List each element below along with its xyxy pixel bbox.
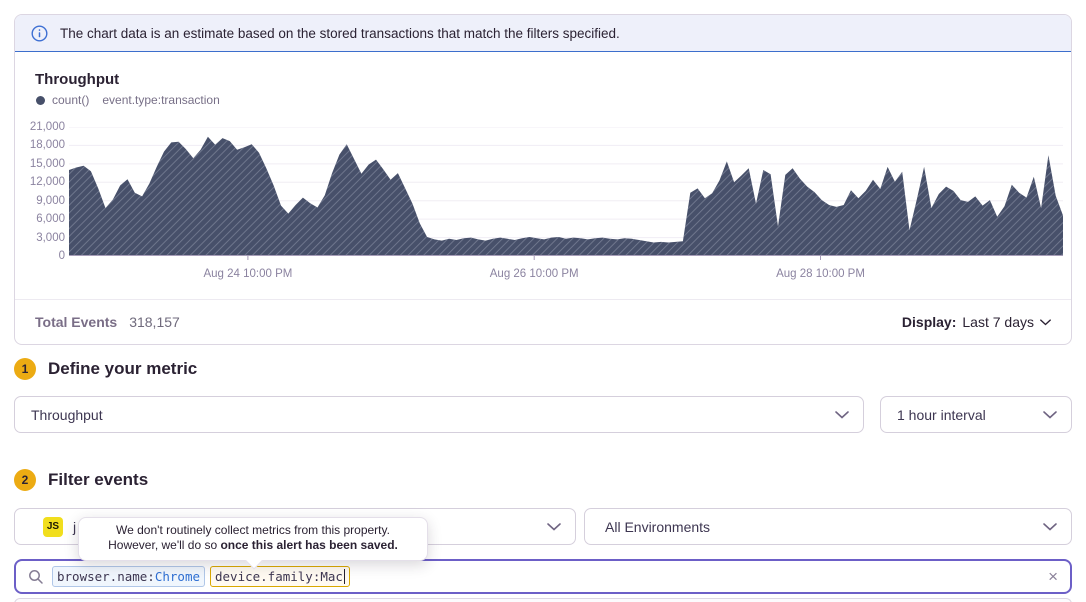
y-axis-labels: 21,000 18,000 15,000 12,000 9,000 6,000 3,000 0 <box>15 121 67 262</box>
info-icon <box>31 24 48 42</box>
info-banner: The chart data is an estimate based on t… <box>15 15 1071 52</box>
y-tick-label: 6,000 <box>36 213 65 226</box>
metric-select-value: Throughput <box>31 406 103 423</box>
legend-query: event.type:transaction <box>102 93 220 107</box>
filter-token-browser-name[interactable]: browser.name: Chrome <box>52 566 205 587</box>
total-events-value: 318,157 <box>129 314 180 330</box>
legend-aggregate: count() <box>52 93 90 107</box>
step2-header: 2 Filter events <box>14 469 148 491</box>
search-dropdown-peek <box>14 598 1072 602</box>
y-tick-label: 12,000 <box>29 176 65 189</box>
y-tick-label: 15,000 <box>29 157 65 170</box>
y-tick-label: 3,000 <box>36 231 65 244</box>
interval-select[interactable]: 1 hour interval <box>880 396 1072 433</box>
x-tick-label: Aug 26 10:00 PM <box>489 268 579 280</box>
display-period-dropdown[interactable]: Display: Last 7 days <box>902 314 1051 330</box>
x-axis-labels: Aug 24 10:00 PM Aug 26 10:00 PM Aug 28 10:… <box>69 268 1063 284</box>
step2-title: Filter events <box>48 470 149 489</box>
search-icon <box>29 569 43 584</box>
javascript-platform-icon: JS <box>43 516 63 537</box>
step1-header: 1 Define your metric <box>14 358 197 380</box>
total-events-label: Total Events <box>35 314 118 330</box>
chart-legend: count() event.type:transaction <box>36 93 220 107</box>
chart-section: Throughput count() event.type:transactio… <box>15 52 1071 300</box>
step1-title: Define your metric <box>48 359 198 378</box>
chevron-down-icon <box>1040 318 1051 325</box>
chevron-down-icon <box>1043 522 1057 531</box>
project-select-value: j <box>73 518 77 535</box>
environment-select-value: All Environments <box>605 518 711 535</box>
x-tick-label: Aug 28 10:00 PM <box>776 268 865 280</box>
step2-number-badge: 2 <box>14 469 36 491</box>
clear-search-icon[interactable]: × <box>1048 567 1058 586</box>
display-label: Display: <box>901 314 957 330</box>
y-tick-label: 0 <box>58 250 65 262</box>
metric-select[interactable]: Throughput <box>14 396 864 433</box>
tooltip-line2: However, we'll do so once this alert has… <box>108 538 398 552</box>
chevron-down-icon <box>1043 410 1057 419</box>
display-value: Last 7 days <box>962 314 1034 330</box>
y-tick-label: 21,000 <box>29 121 65 133</box>
step1-number-badge: 1 <box>14 358 36 380</box>
interval-select-value: 1 hour interval <box>897 406 986 423</box>
environment-select[interactable]: All Environments <box>584 508 1072 545</box>
chart-title: Throughput <box>35 71 120 88</box>
chart-footer: Total Events 318,157 Display: Last 7 day… <box>15 299 1071 344</box>
tooltip-line1: We don't routinely collect metrics from … <box>116 523 390 537</box>
chart-card: The chart data is an estimate based on t… <box>14 14 1072 345</box>
chevron-down-icon <box>835 410 849 419</box>
y-tick-label: 9,000 <box>36 194 65 207</box>
chevron-down-icon <box>547 522 561 531</box>
legend-marker-icon <box>36 95 45 105</box>
x-tick-label: Aug 24 10:00 PM <box>203 268 293 280</box>
info-banner-text: The chart data is an estimate based on t… <box>60 25 620 41</box>
search-filter-input[interactable]: browser.name: Chrome device.family: Mac × <box>14 559 1072 594</box>
throughput-area-chart <box>69 127 1063 260</box>
filter-token-device-family[interactable]: device.family: Mac <box>210 566 351 587</box>
text-caret <box>343 569 346 584</box>
metrics-info-tooltip: We don't routinely collect metrics from … <box>78 517 428 569</box>
y-tick-label: 18,000 <box>29 139 65 152</box>
